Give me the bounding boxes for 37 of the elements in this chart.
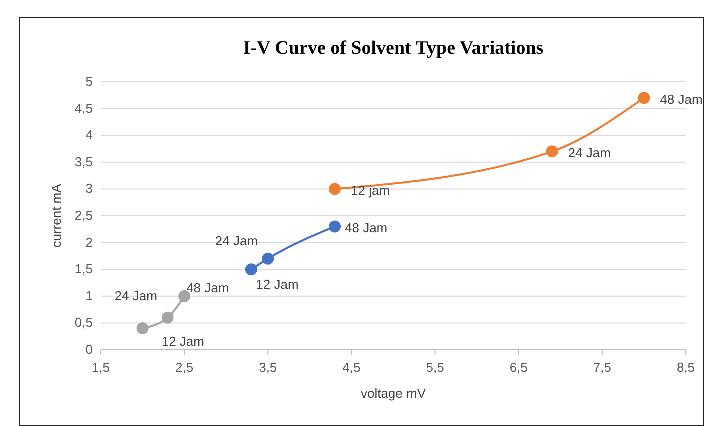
annotation: 24 Jam (568, 146, 611, 161)
annotation: 24 Jam (114, 288, 158, 304)
annotation: 24 Jam (215, 234, 258, 249)
annotation: 48 Jam (186, 280, 230, 296)
y-tick-label: 1 (86, 288, 93, 304)
annotation: 48 Jam (345, 220, 388, 236)
y-tick-label: 0 (86, 342, 93, 357)
point (638, 92, 650, 104)
x-tick-label: 3,5 (259, 360, 278, 375)
y-tick-label: 1,5 (74, 262, 93, 277)
y-tick-label: 2,5 (74, 208, 93, 223)
point (245, 264, 258, 276)
point (262, 252, 274, 265)
y-axis-title: current mA (49, 184, 64, 248)
annotation: 12 Jam (256, 276, 299, 292)
chart-title: I-V Curve of Solvent Type Variations (243, 38, 544, 59)
point (329, 183, 341, 196)
point (136, 322, 149, 335)
x-tick-label: 7,5 (593, 360, 612, 375)
x-tick-label: 8,5 (676, 360, 696, 375)
x-tick-label: 5,5 (426, 360, 444, 375)
y-tick-label: 5 (86, 74, 93, 89)
x-tick-label: 6,5 (510, 360, 528, 375)
x-axis-title: voltage mV (360, 386, 426, 401)
y-tick-label: 4 (86, 128, 93, 143)
y-tick-label: 2 (86, 234, 93, 250)
y-tick-label: 3 (86, 181, 93, 196)
y-tick-label: 4,5 (74, 100, 93, 116)
x-tick-label: 4,5 (342, 360, 361, 375)
point (329, 220, 341, 233)
x-tick-label: 2,5 (176, 360, 194, 375)
point (546, 146, 558, 158)
annotation: 48 Jam (660, 92, 703, 108)
y-tick-label: 0,5 (74, 315, 93, 330)
annotation: 12 Jam (162, 334, 204, 349)
annotation: 12 jam (351, 183, 390, 198)
y-tick-label: 3,5 (74, 154, 93, 170)
